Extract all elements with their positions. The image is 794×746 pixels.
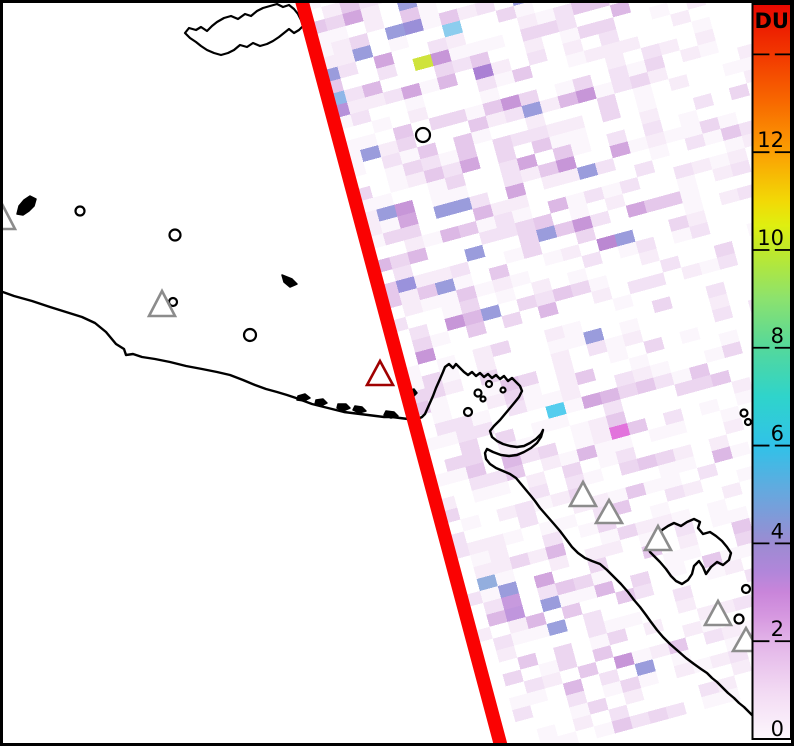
colorbar-tick-label: 12: [757, 128, 784, 152]
coastal-islet-blob: [16, 195, 37, 216]
data-cell-notable: [546, 619, 568, 636]
data-cell-notable: [609, 423, 631, 440]
data-cell-notable: [472, 63, 494, 81]
island-ring: [242, 327, 258, 343]
coastal-islet-blob: [314, 398, 328, 407]
volcano-marker-gray: [593, 497, 625, 525]
volcano-marker-red: [364, 358, 396, 387]
coastal-islet-blob: [296, 393, 311, 402]
island-ring: [168, 228, 182, 242]
data-cell-notable: [476, 574, 498, 592]
data-pixel-clip: [300, 0, 752, 746]
island-ring: [733, 613, 745, 625]
data-cell-notable: [501, 593, 523, 610]
data-cell-notable: [395, 276, 417, 294]
coastline-pacific-coast: [0, 289, 760, 722]
volcano-marker-gray: [702, 598, 734, 627]
island-ring: [739, 408, 749, 418]
coastal-islet-blob: [281, 274, 298, 288]
coastal-islet-blob: [352, 405, 367, 414]
coastlines-layer: [0, 2, 760, 722]
colorbar-tick-label: 10: [757, 226, 784, 250]
colorbar: 12 10 8 6 4 2 0 DU: [751, 3, 792, 741]
data-cell-notable: [412, 54, 434, 71]
coastline-island-north: [183, 2, 305, 57]
island-ring: [414, 126, 432, 144]
colorbar-tick-label: 0: [771, 717, 784, 741]
coastal-islet-blob: [336, 403, 351, 412]
coastline-lake: [647, 517, 733, 586]
data-cell-notable: [441, 20, 464, 38]
volcano-marker-gray: [642, 523, 674, 552]
orbit-swath-edge-line: [294, 0, 508, 746]
island-ring: [484, 379, 494, 389]
coastal-islet-blob: [383, 410, 399, 419]
data-cell-notable: [545, 401, 567, 419]
data-cell-notable: [442, 660, 464, 678]
colorbar-tick-label: 4: [771, 519, 784, 543]
colorbar-gradient: [752, 4, 791, 739]
island-ring: [740, 583, 752, 595]
island-ring: [479, 395, 487, 403]
island-ring: [743, 417, 753, 427]
island-ring: [74, 205, 86, 217]
island-ring: [499, 386, 507, 394]
data-cell-notable: [504, 605, 526, 622]
colorbar-title: DU: [755, 9, 789, 33]
data-pixel-grid: [300, 0, 752, 746]
island-ring: [462, 406, 474, 418]
data-cell-notable: [402, 18, 424, 36]
data-pixel-field: [300, 0, 752, 746]
colorbar-tick-label: 6: [771, 422, 784, 446]
island-ring: [473, 388, 483, 398]
colorbar-tick-label: 2: [771, 617, 784, 641]
volcano-marker-gray: [567, 479, 599, 508]
colorbar-tick-label: 8: [771, 324, 784, 348]
swath-edge-layer: [294, 0, 508, 746]
volcano-marker-gray: [146, 288, 178, 318]
volcano-markers-layer: [0, 201, 762, 653]
